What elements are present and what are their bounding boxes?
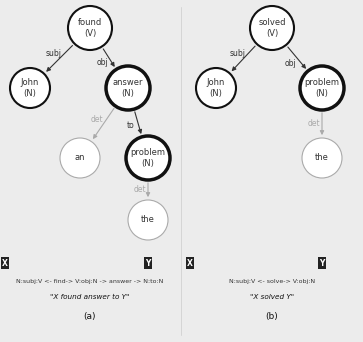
Text: the: the <box>141 215 155 224</box>
Text: N:subj:V <- solve-> V:obj:N: N:subj:V <- solve-> V:obj:N <box>229 279 315 285</box>
Circle shape <box>302 138 342 178</box>
Text: answer
(N): answer (N) <box>113 78 143 98</box>
Circle shape <box>106 66 150 110</box>
Text: Y: Y <box>145 259 151 267</box>
Circle shape <box>10 68 50 108</box>
Text: subj: subj <box>46 49 62 57</box>
Text: to: to <box>126 121 134 130</box>
Text: X: X <box>2 259 8 267</box>
Text: (b): (b) <box>266 312 278 320</box>
Text: found
(V): found (V) <box>78 18 102 38</box>
Text: problem
(N): problem (N) <box>131 148 166 168</box>
Text: John
(N): John (N) <box>207 78 225 98</box>
Text: solved
(V): solved (V) <box>258 18 286 38</box>
Text: an: an <box>75 154 85 162</box>
Text: det: det <box>308 119 320 129</box>
Text: X: X <box>187 259 193 267</box>
Circle shape <box>196 68 236 108</box>
Text: N:subj:V <- find-> V:obj:N -> answer -> N:to:N: N:subj:V <- find-> V:obj:N -> answer -> … <box>16 279 164 285</box>
Text: (a): (a) <box>84 312 96 320</box>
Text: Y: Y <box>319 259 325 267</box>
Text: obj: obj <box>285 58 297 68</box>
Text: "X solved Y": "X solved Y" <box>250 294 294 300</box>
Text: det: det <box>134 185 146 195</box>
Circle shape <box>300 66 344 110</box>
Text: "X found answer to Y": "X found answer to Y" <box>50 294 130 300</box>
Text: obj: obj <box>96 58 108 67</box>
Text: the: the <box>315 154 329 162</box>
Text: det: det <box>90 115 103 124</box>
Circle shape <box>68 6 112 50</box>
Text: problem
(N): problem (N) <box>305 78 339 98</box>
Circle shape <box>128 200 168 240</box>
Circle shape <box>126 136 170 180</box>
Text: John
(N): John (N) <box>21 78 39 98</box>
Circle shape <box>250 6 294 50</box>
Circle shape <box>60 138 100 178</box>
Text: subj: subj <box>229 49 245 58</box>
